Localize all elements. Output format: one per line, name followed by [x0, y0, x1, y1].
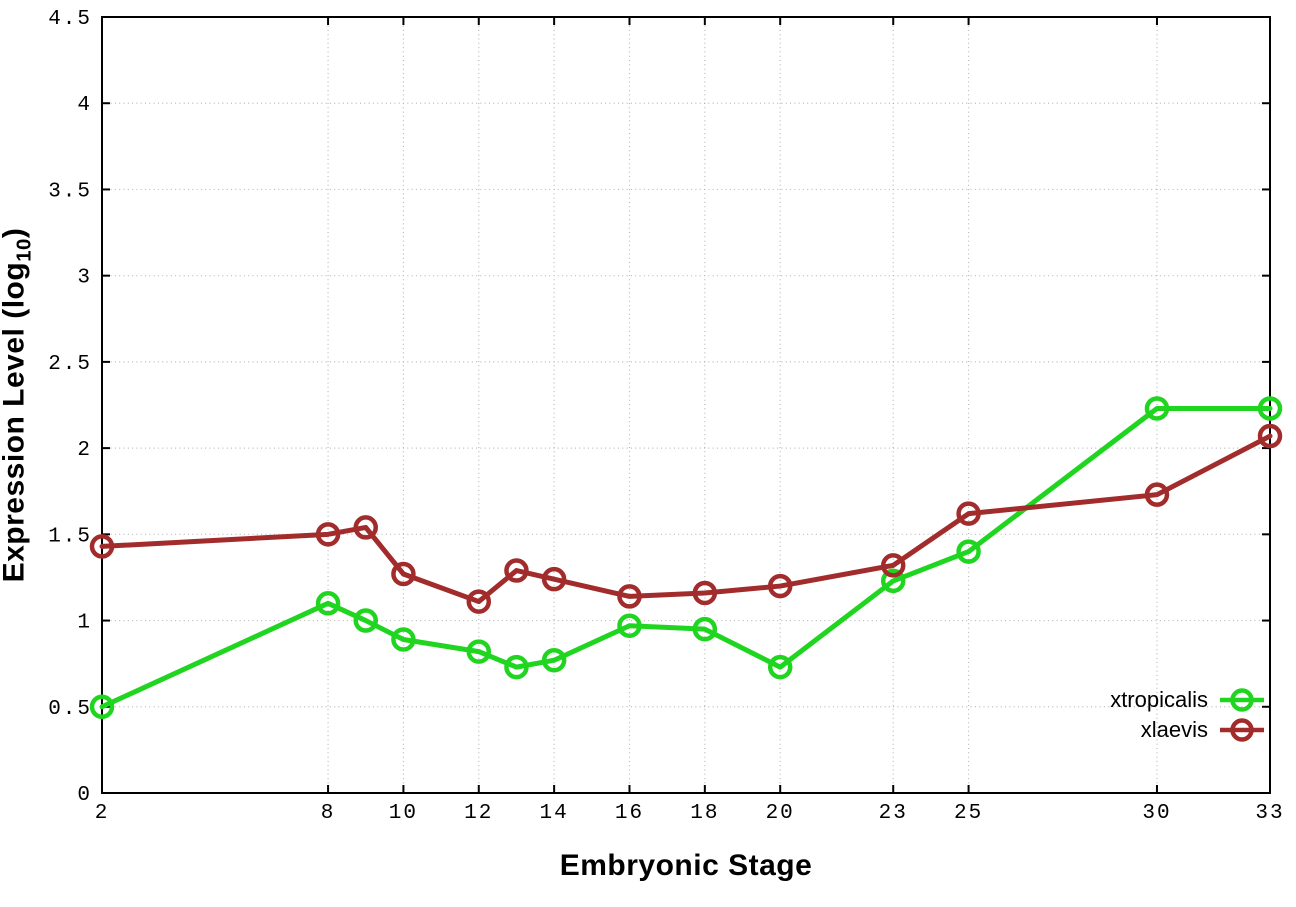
data-point-xlaevis: [504, 558, 529, 583]
legend: xtropicalis xlaevis: [1110, 685, 1266, 745]
x-gridlines: [101, 17, 1271, 793]
data-point-xlaevis: [315, 522, 341, 547]
data-point-xlaevis: [466, 589, 492, 614]
data-point-xlaevis: [767, 573, 793, 599]
data-point-xtropicalis: [315, 591, 341, 616]
legend-marker-icon: [1220, 718, 1264, 742]
y-tick-label: 0: [77, 784, 92, 807]
y-axis-title-suffix: ): [0, 227, 31, 239]
y-gridlines: [102, 16, 1270, 794]
data-point-xtropicalis: [466, 639, 492, 664]
data-point-xtropicalis: [353, 608, 378, 633]
legend-label: xtropicalis: [1110, 687, 1208, 712]
y-tick-label: 0.5: [48, 698, 92, 721]
x-tick-label: 2: [95, 802, 110, 825]
x-axis-title: Embryonic Stage: [559, 849, 813, 882]
x-tick-label: 12: [464, 802, 493, 825]
y-tick-label: 1: [77, 612, 92, 635]
data-point-xlaevis: [89, 534, 115, 559]
plot-border: [101, 16, 1271, 794]
legend-marker-icon: [1220, 688, 1264, 712]
data-point-xlaevis: [353, 515, 378, 540]
data-point-xlaevis: [880, 553, 906, 578]
data-point-xtropicalis: [391, 627, 416, 652]
series-xlaevis: [89, 423, 1283, 614]
y-tick-label: 4.5: [48, 8, 92, 31]
x-tick-label: 10: [389, 802, 418, 825]
data-point-xlaevis: [541, 566, 567, 592]
y-tick-label: 3.5: [48, 180, 92, 203]
data-point-xlaevis: [1257, 423, 1283, 449]
x-tick-label: 25: [954, 802, 983, 825]
data-point-xlaevis: [1144, 482, 1170, 507]
x-tick-label: 8: [321, 802, 336, 825]
y-tick-label: 2: [77, 439, 92, 462]
legend-sample-marker: [1230, 718, 1254, 742]
x-tick-label: 20: [766, 802, 795, 825]
y-tick-label: 2.5: [48, 353, 92, 376]
series-line-xlaevis: [99, 433, 1273, 605]
data-point-xtropicalis: [1257, 396, 1283, 421]
y-tick-label: 3: [77, 267, 92, 290]
x-tick-label: 23: [879, 802, 908, 825]
data-point-xtropicalis: [1144, 396, 1170, 421]
data-point-xlaevis: [692, 580, 718, 606]
data-point-xtropicalis: [89, 694, 115, 720]
data-point-xlaevis: [617, 584, 642, 609]
tick-marks: [101, 16, 1271, 794]
x-tick-labels: 2 8 10 12 14 16 18 20 23 25 30 33: [95, 802, 1284, 825]
data-point-xtropicalis: [767, 654, 793, 680]
data-point-xlaevis: [391, 561, 416, 587]
y-tick-label: 1.5: [48, 525, 92, 548]
y-tick-label: 4: [77, 94, 92, 117]
data-point-xtropicalis: [692, 616, 718, 642]
legend-item-xlaevis: xlaevis: [1141, 715, 1266, 745]
x-tick-label: 14: [540, 802, 569, 825]
y-axis-title-subscript: 10: [13, 238, 36, 262]
data-point-xtropicalis: [617, 613, 642, 638]
y-tick-labels: 0 0.5 1 1.5 2 2.5 3 3.5 4 4.5: [48, 8, 92, 807]
series-line-xtropicalis: [99, 405, 1273, 710]
data-point-xtropicalis: [541, 647, 567, 673]
y-axis-title-text: Expression Level (log: [0, 261, 31, 583]
y-axis-title: Expression Level (log10): [0, 228, 37, 583]
data-point-xtropicalis: [956, 539, 981, 564]
series-xtropicalis: [89, 396, 1283, 720]
data-point-xtropicalis: [504, 654, 529, 680]
data-point-xlaevis: [956, 501, 981, 526]
data-point-xtropicalis: [880, 568, 906, 594]
legend-item-xtropicalis: xtropicalis: [1110, 685, 1266, 715]
x-tick-label: 30: [1142, 802, 1171, 825]
legend-label: xlaevis: [1140, 717, 1208, 742]
legend-sample-marker: [1230, 688, 1254, 712]
x-tick-label: 16: [615, 802, 644, 825]
x-tick-label: 18: [690, 802, 719, 825]
x-tick-label: 33: [1255, 802, 1284, 825]
